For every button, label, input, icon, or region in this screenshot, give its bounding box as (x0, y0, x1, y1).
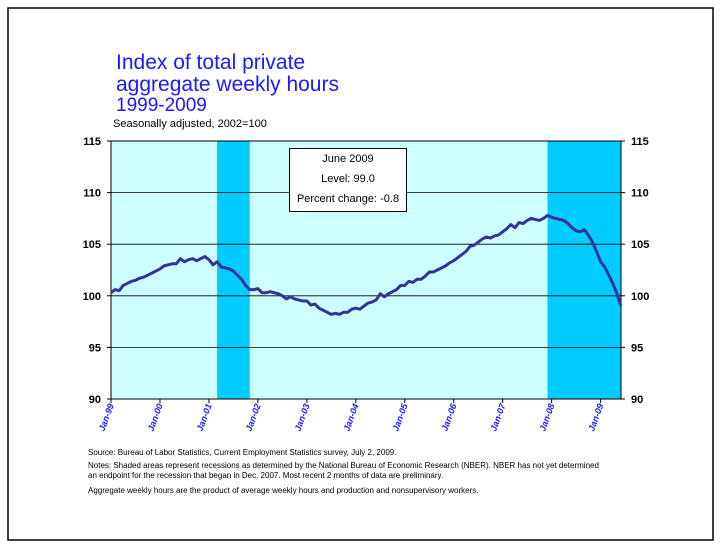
y-tick-label: 110 (83, 188, 101, 200)
y-tick-label: 100 (83, 291, 101, 303)
annotation-change: Percent change: -0.8 (296, 193, 400, 205)
definition: Aggregate weekly hours are the product o… (88, 486, 479, 495)
chart-title: Index of total private aggregate weekly … (116, 51, 339, 96)
unit-note: Seasonally adjusted, 2002=100 (113, 118, 267, 130)
notes: Notes: Shaded areas represent recessions… (88, 461, 599, 480)
x-tick-label: Jan-00 (146, 402, 165, 432)
y2-tick-label: 95 (631, 342, 643, 354)
y2-tick-label: 110 (631, 188, 649, 200)
recession-shade (547, 141, 621, 399)
annotation-box: June 2009 Level: 99.0 Percent change: -0… (289, 148, 407, 212)
x-tick-label: Jan-99 (97, 402, 116, 432)
frame (7, 7, 714, 541)
x-tick-label: Jan-03 (293, 402, 312, 432)
source: Source: Bureau of Labor Statistics, Curr… (88, 448, 397, 457)
x-tick-label: Jan-01 (195, 402, 214, 432)
x-tick-label: Jan-08 (537, 402, 556, 432)
annotation-level: Level: 99.0 (321, 173, 375, 185)
y2-tick-label: 100 (631, 291, 649, 303)
plot-border (110, 140, 622, 400)
y2-tick-label: 90 (631, 394, 643, 406)
x-tick-label: Jan-02 (244, 402, 263, 432)
annotation-date: June 2009 (322, 153, 374, 165)
y-tick-label: 105 (83, 239, 101, 251)
y-tick-label: 95 (89, 342, 101, 354)
y2-tick-label: 115 (631, 136, 649, 148)
data-line (110, 213, 623, 316)
x-tick-label: Jan-04 (342, 402, 361, 432)
x-tick-label: Jan-07 (488, 401, 507, 432)
y-tick-label: 115 (83, 136, 101, 148)
x-tick-label: Jan-05 (390, 401, 409, 432)
x-tick-label: Jan-06 (439, 401, 458, 432)
x-tick-label: Jan-09 (586, 402, 605, 432)
y-tick-label: 90 (89, 394, 101, 406)
chart-subtitle: 1999-2009 (116, 95, 207, 116)
y2-tick-label: 105 (631, 239, 649, 251)
